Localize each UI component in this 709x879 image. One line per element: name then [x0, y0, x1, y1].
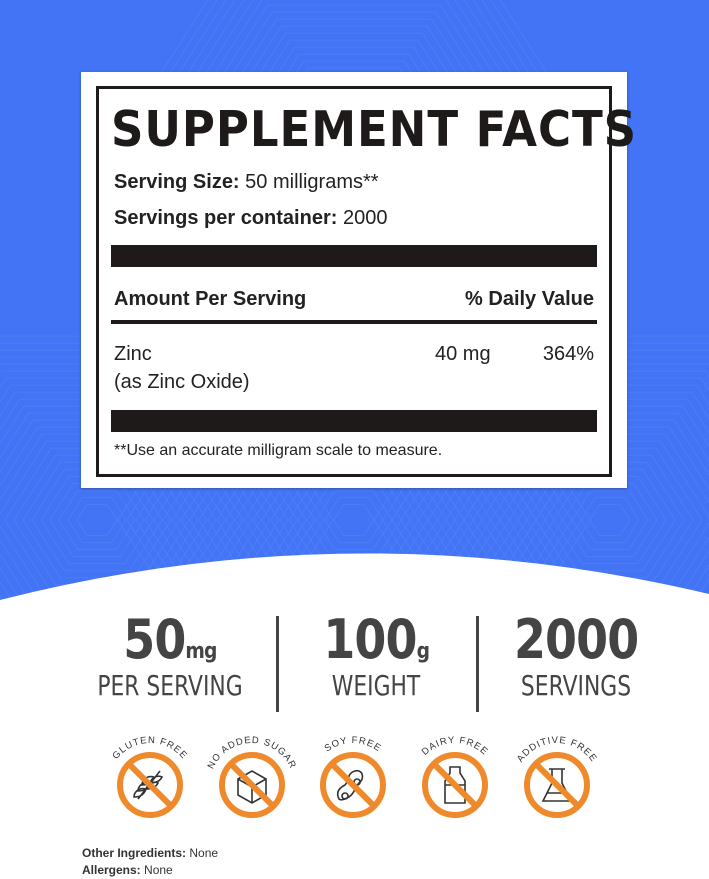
hex-pattern-line [589, 503, 631, 537]
hex-pattern-line [454, 398, 709, 620]
other-ingredients: Other Ingredients: None [82, 846, 218, 860]
daily-value-header: % Daily Value [465, 288, 594, 310]
stat-divider [476, 616, 479, 712]
stat-value: 50 [123, 608, 186, 671]
prohibition-circle-icon [117, 752, 183, 818]
hex-pattern-line [400, 356, 709, 620]
prohibition-slash-icon [431, 761, 479, 809]
stat-unit: g [416, 639, 429, 664]
nutrient-amount: 40 mg [435, 343, 491, 365]
allergens-value: None [144, 863, 173, 877]
medium-divider [111, 320, 597, 324]
other-ingredients-label: Other Ingredients: [82, 846, 187, 860]
hex-pattern-line [535, 461, 685, 579]
stats-row: 50mg PER SERVING 100g WEIGHT 2000 SERVIN… [0, 608, 709, 718]
badge-soy-free: SOY FREE [320, 735, 386, 818]
hex-pattern-line [324, 496, 384, 544]
hex-pattern-line [373, 335, 709, 620]
stat-per-serving: 50mg PER SERVING [70, 608, 270, 702]
hex-pattern-line [333, 503, 375, 537]
hex-pattern-line [562, 482, 658, 558]
hex-pattern-line [67, 496, 127, 544]
hex-pattern-line [544, 468, 676, 572]
stat-caption: PER SERVING [97, 669, 243, 702]
hex-pattern-line [391, 349, 709, 620]
badge-label: SOY FREE [323, 735, 384, 754]
serving-size: Serving Size: 50 milligrams** [114, 171, 379, 194]
nutrient-form: (as Zinc Oxide) [114, 371, 250, 393]
badge-no-added-sugar: NO ADDED SUGAR [206, 735, 297, 818]
allergens: Allergens: None [82, 863, 173, 877]
prohibition-slash-icon [126, 761, 174, 809]
hex-pattern-line [463, 405, 709, 620]
hex-pattern-line [553, 475, 667, 565]
hex-pattern-line [382, 342, 709, 620]
badge-dairy-free: DAIRY FREE [420, 735, 489, 818]
stat-divider [276, 616, 279, 712]
badge-label: ADDITIVE FREE [515, 735, 599, 765]
stat-value: 2000 [513, 608, 639, 671]
hex-pattern-line [580, 496, 640, 544]
amount-per-serving-header: Amount Per Serving [114, 288, 307, 310]
stat-caption: WEIGHT [331, 669, 421, 702]
hex-pattern-line [58, 489, 136, 551]
allergens-label: Allergens: [82, 863, 141, 877]
other-ingredients-value: None [189, 846, 219, 860]
thick-divider-bottom [111, 410, 597, 432]
servings-value: 2000 [342, 207, 388, 229]
stat-value: 100 [323, 608, 417, 671]
label-title: SUPPLEMENT FACTS [111, 101, 638, 158]
hex-pattern-line [472, 412, 709, 620]
hex-pattern-line [445, 391, 709, 620]
supplement-facts-label: SUPPLEMENT FACTS Serving Size: 50 millig… [81, 72, 636, 488]
serving-size-label: Serving Size: [114, 171, 240, 193]
nutrient-dv: 364% [542, 343, 594, 365]
hex-pattern-line [436, 384, 709, 620]
label-frame: SUPPLEMENT FACTS Serving Size: 50 millig… [96, 86, 636, 477]
servings-label: Servings per container: [114, 207, 338, 229]
prohibition-circle-icon [320, 752, 386, 818]
prohibition-circle-icon [524, 752, 590, 818]
hex-pattern-line [571, 489, 649, 551]
nutrient-name: Zinc [114, 343, 152, 365]
prohibition-slash-icon [533, 761, 581, 809]
prohibition-slash-icon [329, 761, 377, 809]
free-from-badges: GLUTEN FREE NO ADDED SUGAR SOY FREE DAIR… [110, 735, 599, 818]
hex-pattern-line [418, 370, 709, 620]
serving-size-value: 50 milligrams** [245, 171, 379, 193]
stat-weight: 100g WEIGHT [276, 608, 476, 702]
badge-additive-free: ADDITIVE FREE [515, 735, 599, 818]
stat-caption: SERVINGS [520, 669, 632, 702]
footnote: **Use an accurate milligram scale to mea… [114, 442, 443, 459]
stat-servings: 2000 SERVINGS [476, 608, 676, 702]
prohibition-circle-icon [219, 752, 285, 818]
hex-pattern-line [315, 489, 393, 551]
servings-per-container: Servings per container: 2000 [114, 207, 387, 230]
prohibition-circle-icon [422, 752, 488, 818]
thick-divider [111, 245, 597, 267]
stat-unit: mg [185, 639, 217, 664]
hex-pattern-line [427, 377, 709, 620]
hex-pattern-line [409, 363, 709, 620]
prohibition-slash-icon [228, 761, 276, 809]
hex-pattern-line [76, 503, 118, 537]
badge-gluten-free: GLUTEN FREE [110, 735, 189, 818]
